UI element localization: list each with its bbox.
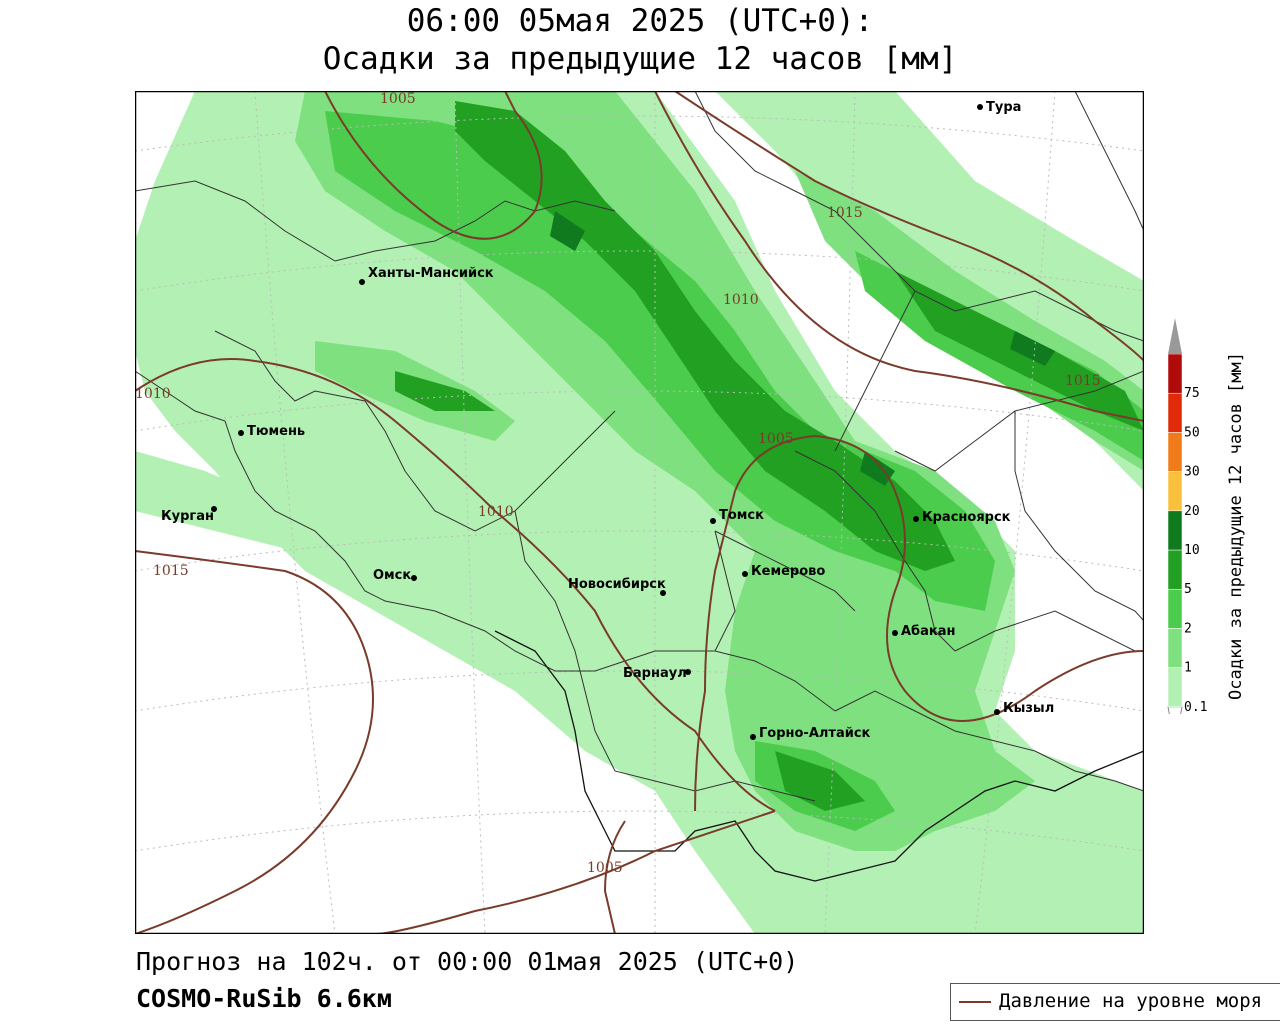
isobar-label: 1010 bbox=[723, 292, 759, 308]
colorbar-tick-label: 2 bbox=[1184, 621, 1192, 636]
precip-area-intense bbox=[395, 371, 495, 411]
colorbar-segment bbox=[1167, 667, 1183, 708]
colorbar-tick-label: 5 bbox=[1184, 582, 1192, 597]
isobar-label: 1010 bbox=[478, 504, 514, 520]
city-label: Томск bbox=[719, 508, 764, 523]
colorbar-tick-label: 30 bbox=[1184, 465, 1200, 480]
colorbar-segment bbox=[1167, 549, 1183, 590]
colorbar-max-arrow bbox=[1168, 318, 1182, 354]
city-label: Абакан bbox=[901, 624, 956, 639]
colorbar-segment bbox=[1167, 628, 1183, 668]
city-marker bbox=[238, 430, 244, 436]
city-marker bbox=[211, 506, 217, 512]
colorbar-segment bbox=[1167, 392, 1183, 433]
city-label: Ханты-Мансийск bbox=[368, 266, 494, 281]
cities: Тура Ханты-Мансийск Тюмень Курган Омск Т… bbox=[161, 100, 1054, 741]
graticule bbox=[135, 91, 1144, 934]
city-marker bbox=[994, 709, 1000, 715]
colorbar-tick-label: 20 bbox=[1184, 504, 1200, 519]
city-marker bbox=[660, 590, 666, 596]
precipitation-fields bbox=[135, 91, 1144, 934]
precip-area-medium bbox=[295, 91, 1035, 851]
isobar-label: 1005 bbox=[758, 431, 794, 447]
precip-area-intense bbox=[455, 101, 955, 571]
pressure-line-swatch bbox=[959, 1001, 991, 1003]
city-marker bbox=[359, 279, 365, 285]
isobar-label: 1015 bbox=[153, 563, 189, 579]
map-title-time: 06:00 05мая 2025 (UTC+0): bbox=[406, 3, 874, 39]
city-marker bbox=[892, 630, 898, 636]
city-label: Кемерово bbox=[751, 564, 825, 579]
city-label: Курган bbox=[161, 509, 214, 524]
city-label: Омск bbox=[373, 568, 411, 583]
city-marker bbox=[742, 571, 748, 577]
colorbar-tick-label: 1 bbox=[1184, 661, 1192, 676]
city-marker bbox=[977, 104, 983, 110]
precip-area-intense bbox=[775, 751, 865, 811]
colorbar-tick-label: 75 bbox=[1184, 386, 1200, 401]
isobar-label: 1015 bbox=[827, 205, 863, 221]
city-marker bbox=[913, 516, 919, 522]
colorbar-min-arrow bbox=[1167, 706, 1183, 714]
city-marker bbox=[710, 518, 716, 524]
pressure-legend-label: Давление на уровне моря bbox=[999, 990, 1263, 1012]
isobar-label: 1005 bbox=[587, 860, 623, 876]
city-marker bbox=[685, 669, 691, 675]
isobar-label: 1005 bbox=[380, 91, 416, 107]
isobar-label: 1015 bbox=[1065, 373, 1101, 389]
isobar-labels: 1005 1015 1010 1010 1015 1005 1010 1015 … bbox=[135, 91, 1101, 876]
precipitation-colorbar: 0.1 1 2 5 10 20 30 50 75 bbox=[1167, 318, 1207, 714]
country-border bbox=[494, 630, 1144, 882]
city-marker bbox=[411, 575, 417, 581]
colorbar-segment bbox=[1167, 353, 1183, 394]
model-name: COSMO-RuSib 6.6км bbox=[136, 984, 392, 1013]
region-borders bbox=[135, 91, 1144, 802]
colorbar-segment bbox=[1167, 471, 1183, 512]
colorbar-title: Осадки за предыдущие 12 часов [мм] bbox=[1226, 352, 1246, 700]
city-label: Горно-Алтайск bbox=[759, 726, 871, 741]
isobar-label: 1010 bbox=[135, 386, 171, 402]
city-marker bbox=[750, 734, 756, 740]
colorbar-tick-label: 50 bbox=[1184, 425, 1200, 440]
city-label: Тюмень bbox=[247, 424, 305, 439]
forecast-info: Прогноз на 102ч. от 00:00 01мая 2025 (UT… bbox=[136, 947, 799, 976]
pressure-legend: Давление на уровне моря bbox=[950, 983, 1280, 1021]
precip-area-light bbox=[135, 451, 355, 561]
map-title-variable: Осадки за предыдущие 12 часов [мм] bbox=[322, 41, 958, 77]
isobars bbox=[135, 91, 1144, 934]
map-frame bbox=[135, 91, 1144, 934]
city-label: Красноярск bbox=[922, 510, 1011, 525]
city-label: Тура bbox=[986, 100, 1021, 115]
city-label: Барнаул bbox=[623, 666, 687, 681]
colorbar-tick-label: 10 bbox=[1184, 543, 1200, 558]
colorbar-segment bbox=[1167, 588, 1183, 629]
city-label: Кызыл bbox=[1003, 701, 1054, 716]
colorbar-segment bbox=[1167, 510, 1183, 551]
precipitation-map: 1005 1015 1010 1010 1015 1005 1010 1015 … bbox=[135, 91, 1144, 934]
colorbar-segment bbox=[1167, 432, 1183, 472]
city-label: Новосибирск bbox=[568, 577, 666, 592]
colorbar-tick-label: 0.1 bbox=[1184, 700, 1207, 714]
